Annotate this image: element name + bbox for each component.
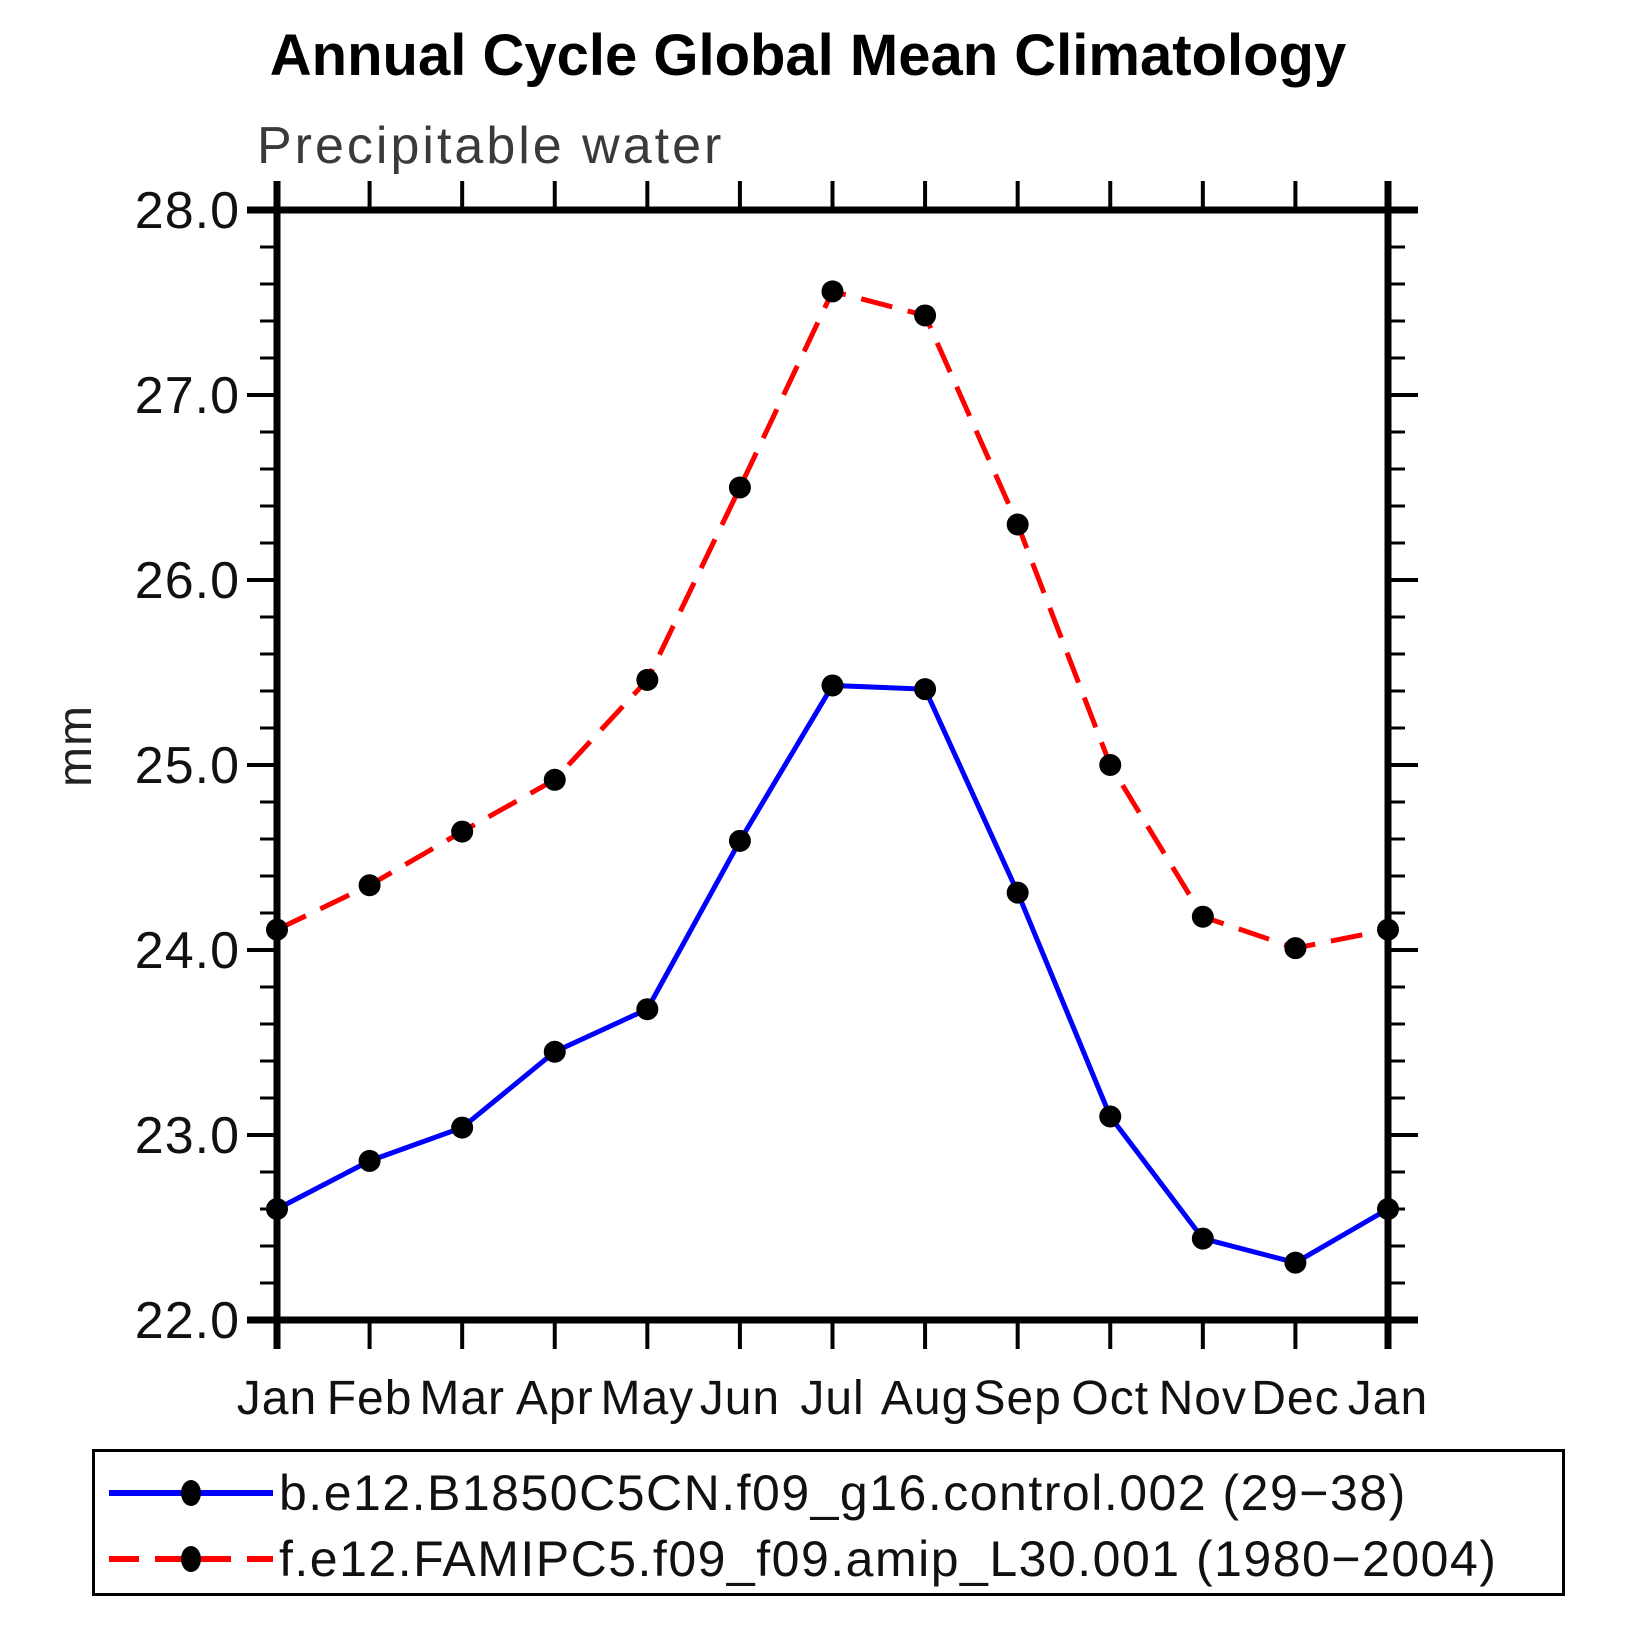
- x-axis-tick-label: Dec: [1251, 1372, 1339, 1425]
- legend-label: f.e12.FAMIPC5.f09_f09.amip_L30.001 (1980…: [279, 1531, 1498, 1587]
- y-axis-tick-label: 27.0: [135, 367, 240, 425]
- legend-box: b.e12.B1850C5CN.f09_g16.control.002 (29−…: [92, 1449, 1565, 1596]
- x-axis-tick-label: Jan: [1348, 1372, 1428, 1425]
- y-axis-tick-label: 26.0: [135, 552, 240, 610]
- x-axis-tick-label: Nov: [1159, 1372, 1247, 1425]
- y-axis-tick-label: 25.0: [135, 737, 240, 795]
- data-point-marker: [1377, 1198, 1399, 1220]
- x-axis-tick-label: Apr: [516, 1372, 594, 1425]
- data-point-marker: [266, 1198, 288, 1220]
- x-axis-tick-label: Mar: [419, 1372, 505, 1425]
- data-point-marker: [358, 1149, 381, 1172]
- x-axis-tick-label: Aug: [881, 1372, 969, 1425]
- data-point-marker: [914, 304, 937, 327]
- data-point-marker: [266, 918, 288, 941]
- legend-row: b.e12.B1850C5CN.f09_g16.control.002 (29−…: [105, 1465, 1407, 1521]
- legend-label: b.e12.B1850C5CN.f09_g16.control.002 (29−…: [279, 1465, 1407, 1521]
- data-point-marker: [543, 1040, 566, 1063]
- x-axis-tick-label: Sep: [973, 1372, 1061, 1425]
- data-point-marker: [1006, 881, 1029, 904]
- data-point-marker: [358, 874, 381, 897]
- x-axis-tick-label: Jun: [700, 1372, 780, 1425]
- data-point-marker: [821, 280, 844, 303]
- data-point-marker: [451, 1116, 474, 1139]
- data-point-marker: [1191, 905, 1214, 928]
- legend-marker-dot: [181, 1480, 201, 1506]
- data-point-marker: [1006, 513, 1029, 536]
- x-axis-tick-label: Oct: [1071, 1372, 1149, 1425]
- x-axis-tick-label: Feb: [327, 1372, 413, 1425]
- data-point-marker: [1284, 1251, 1307, 1274]
- x-axis-tick-label: May: [600, 1372, 694, 1425]
- data-point-marker: [728, 476, 751, 499]
- chart-title: Annual Cycle Global Mean Climatology: [269, 23, 1347, 88]
- legend-marker-dot: [181, 1546, 201, 1572]
- y-axis-tick-label: 22.0: [135, 1292, 240, 1350]
- data-point-marker: [728, 829, 751, 852]
- data-point-marker: [821, 674, 844, 697]
- data-point-marker: [914, 678, 937, 701]
- legend-swatch-solid-line: [109, 1480, 273, 1506]
- data-point-marker: [451, 820, 474, 843]
- data-point-marker: [636, 668, 659, 691]
- data-point-marker: [543, 768, 566, 791]
- y-axis-tick-label: 24.0: [135, 922, 240, 980]
- y-axis-tick-label: 28.0: [135, 182, 240, 240]
- data-point-marker: [1099, 754, 1122, 776]
- x-axis-tick-label: Jan: [237, 1372, 317, 1425]
- x-axis-tick-label: Jul: [800, 1372, 864, 1425]
- chart-subtitle: Precipitable water: [257, 117, 725, 175]
- data-point-marker: [1377, 918, 1399, 941]
- legend-swatch-dashed-line: [109, 1546, 273, 1572]
- data-point-marker: [1191, 1227, 1214, 1250]
- data-point-marker: [636, 998, 659, 1021]
- series-line-0: [275, 682, 1390, 1266]
- series-line-1: [275, 288, 1389, 951]
- data-point-marker: [1099, 1105, 1122, 1128]
- data-point-marker: [1284, 937, 1307, 960]
- legend-row: f.e12.FAMIPC5.f09_f09.amip_L30.001 (1980…: [105, 1531, 1497, 1587]
- y-axis-tick-label: 23.0: [135, 1107, 240, 1165]
